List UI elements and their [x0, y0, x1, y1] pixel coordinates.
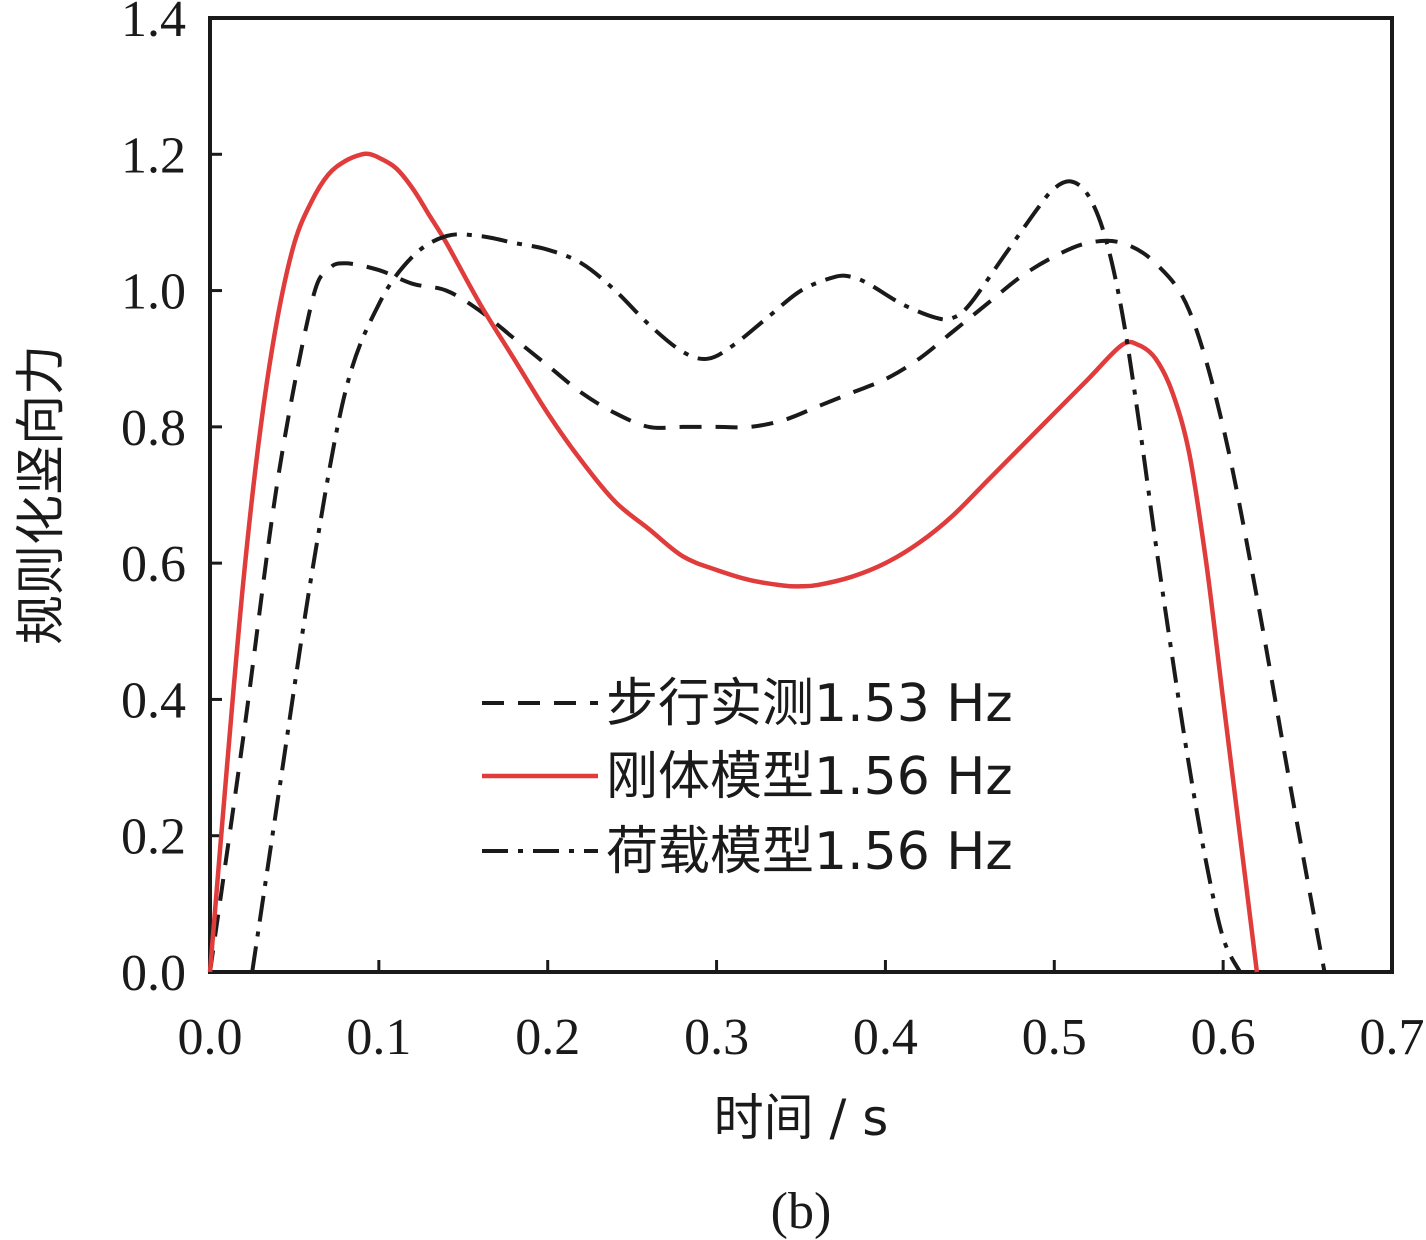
x-tick-label: 0.7 — [1360, 1009, 1425, 1066]
x-axis-title: 时间 / s — [714, 1089, 889, 1147]
plot-frame — [208, 16, 1394, 974]
y-tick-label: 0.8 — [121, 400, 186, 457]
axis-ticks: 0.0 0.1 0.2 0.3 0.4 0.5 0.6 0.7 0.0 0.2 0.4 0.6 0.8 1… — [121, 0, 1425, 1066]
y-tick-label: 0.4 — [121, 672, 186, 729]
series-layer — [207, 151, 1327, 973]
figure-caption: (b) — [771, 1183, 832, 1240]
x-tick-label: 0.6 — [1191, 1009, 1256, 1066]
series-load-model-line — [250, 179, 1242, 973]
x-tick-label: 0.5 — [1022, 1009, 1087, 1066]
x-tick-label: 0.4 — [853, 1009, 918, 1066]
y-tick-label: 1.4 — [121, 0, 186, 48]
y-tick-label: 0.6 — [121, 536, 186, 593]
y-tick-label: 0.0 — [121, 945, 186, 1002]
y-axis-title: 规则化竖向力 — [12, 345, 70, 645]
legend-label-rigid-model: 刚体模型1.56 Hz — [606, 747, 1013, 807]
y-tick-label: 1.0 — [121, 264, 186, 321]
x-tick-label: 0.2 — [515, 1009, 580, 1066]
x-tick-label: 0.1 — [346, 1009, 411, 1066]
x-tick-label: 0.0 — [178, 1009, 243, 1066]
legend: 步行实测1.53 Hz 刚体模型1.56 Hz 荷载模型1.56 Hz — [482, 674, 1013, 882]
x-tick-label: 0.3 — [684, 1009, 749, 1066]
legend-label-load-model: 荷载模型1.56 Hz — [606, 822, 1013, 882]
y-tick-label: 0.2 — [121, 809, 186, 866]
legend-label-measured: 步行实测1.53 Hz — [606, 674, 1013, 734]
y-tick-label: 1.2 — [121, 127, 186, 184]
series-rigid-model-line — [207, 151, 1260, 973]
